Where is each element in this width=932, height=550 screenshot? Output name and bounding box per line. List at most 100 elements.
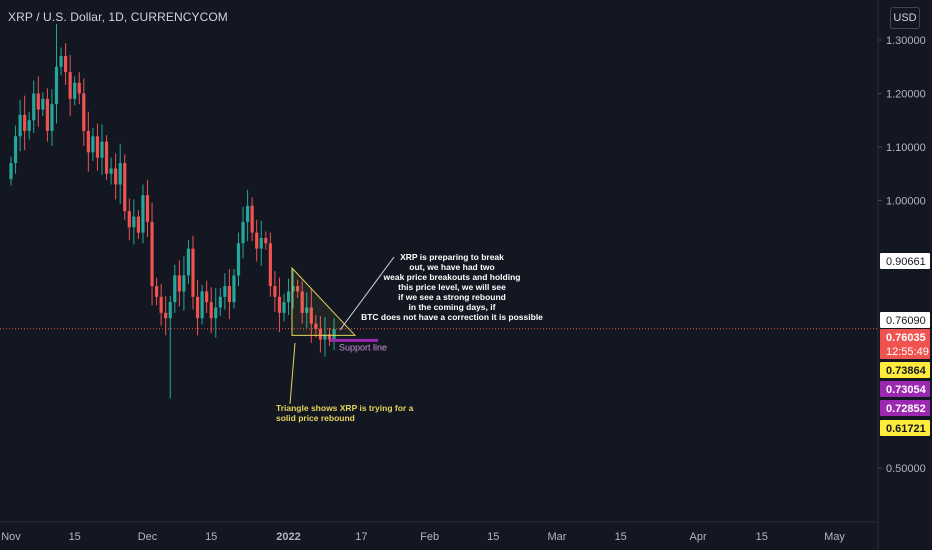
candle-body [145,195,150,222]
price-label-value: 0.61721 [886,423,926,435]
candle-body [91,136,95,153]
price-label-value: 0.73864 [886,365,927,377]
candle-body [54,66,59,105]
x-tick-label: 2022 [276,531,300,543]
y-tick-label: 1.20000 [886,89,926,101]
candle-body [323,334,327,340]
candle-body [150,221,154,287]
candle-body [332,328,336,340]
candle-body [209,302,213,319]
price-label-yellow [880,420,930,436]
x-tick-label: Feb [420,531,439,543]
currency-button[interactable]: USD [890,7,920,29]
y-tick-label: 1.30000 [886,35,926,47]
candle-body [246,205,250,222]
candle-body [205,291,209,303]
candle-body [86,130,90,153]
candle-body [45,98,49,131]
candle-body [218,296,222,308]
candle-body [305,307,309,313]
candle-body [286,291,291,303]
price-label-yellow [880,362,930,378]
candle-body [77,82,81,94]
candle-body [200,291,204,319]
candle-body [186,248,191,276]
x-tick-label: 15 [615,531,627,543]
candle-body [318,328,322,340]
candle-body [300,291,304,313]
triangle-note: Triangle shows XRP is trying for a solid … [276,403,414,423]
x-tick-label: 15 [69,531,81,543]
candle-body [127,211,131,228]
breakout-note: XRP is preparing to break out, we have ha… [361,252,543,322]
price-label-red [880,329,930,359]
x-tick-label: Dec [138,531,158,543]
candle-body [141,195,145,233]
candle-body [73,82,77,99]
candle-body [59,56,63,67]
candle-body [23,114,27,131]
candle-body [173,275,177,303]
candle-body [259,237,263,249]
price-label-value: 0.73054 [886,384,927,396]
x-tick-label: Mar [548,531,567,543]
candle-body [68,72,72,99]
candle-body [264,237,268,244]
candle-body [109,168,113,174]
candle-body [273,286,277,297]
candle-body [268,243,272,287]
candle-body [18,114,22,137]
price-label-purple [880,400,930,416]
x-tick-label: 15 [487,531,499,543]
price-label-value: 0.72852 [886,403,926,415]
candle-body [118,163,122,185]
y-tick-label: 1.10000 [886,142,926,154]
candle-body [168,302,172,319]
candle-body [82,93,86,131]
candle-body [100,141,104,158]
candle-body [214,307,218,319]
candle-body [191,248,195,297]
x-tick-label: May [824,531,845,543]
candle-body [195,296,200,319]
candle-body [32,93,36,121]
candle-body [27,120,31,131]
candle-body [241,221,245,244]
candle-body [123,163,127,212]
candle-body [309,307,313,324]
candle-body [136,216,140,233]
candle-body [223,286,227,297]
candle-body [227,286,231,303]
candle-body [327,334,332,340]
candle-body [9,163,13,180]
candle-body [155,286,159,297]
candle-body [177,275,181,292]
candle-body [291,286,295,292]
triangle-callout-line [289,342,296,405]
x-tick-label: 15 [205,531,217,543]
x-tick-label: Nov [1,531,21,543]
y-tick-label: 1.00000 [886,196,926,208]
price-label-white [880,253,930,269]
bar-countdown: 12:55:49 [886,346,929,358]
candle-body [13,136,18,164]
breakout-callout-line [339,256,395,331]
candle-body [232,275,236,303]
triangle-pattern[interactable] [291,266,357,336]
candle-body [296,286,300,292]
price-label-value: 0.76090 [886,315,926,327]
support-line-label: Support line [339,342,387,352]
candle-body [114,168,118,185]
candle-body [36,93,40,110]
y-tick-label: 0.50000 [886,463,926,475]
candle-body [255,232,259,249]
candle-body [159,296,163,313]
price-label-white [880,312,930,328]
candle-body [41,98,45,110]
candle-body [282,302,286,313]
candle-body [95,136,100,158]
price-label-purple [880,381,930,397]
candle-body [50,104,54,131]
x-tick-label: Apr [689,531,706,543]
